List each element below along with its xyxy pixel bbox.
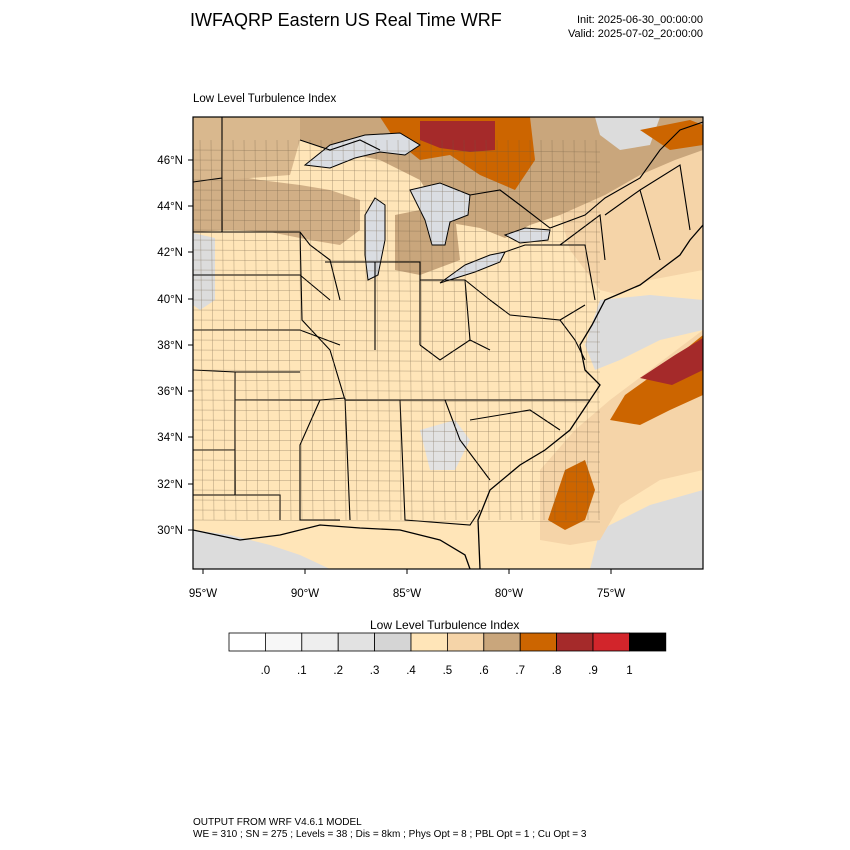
gray-patch-northcanada bbox=[595, 117, 660, 150]
colorbar-tick-label: .0 bbox=[261, 665, 271, 677]
gray-patch-west bbox=[193, 233, 215, 310]
colorbar-tick-label: .5 bbox=[443, 665, 453, 677]
northeast-field bbox=[560, 150, 703, 295]
colorbar-swatch bbox=[592, 632, 630, 652]
orange-band-north bbox=[380, 117, 535, 190]
colorbar-swatch bbox=[374, 632, 412, 652]
colorbar-tick-label: .2 bbox=[333, 665, 343, 677]
gray-patch-gulf bbox=[193, 530, 330, 569]
model-info-line1: OUTPUT FROM WRF V4.6.1 MODEL bbox=[193, 817, 362, 828]
lon-label: 85°W bbox=[393, 588, 421, 600]
county-lines bbox=[193, 139, 601, 523]
lat-label: 32°N bbox=[157, 479, 183, 491]
lat-label: 38°N bbox=[157, 340, 183, 352]
gray-patch-atlantic bbox=[585, 295, 703, 370]
model-info-line2: WE = 310 ; SN = 275 ; Levels = 38 ; Dis … bbox=[193, 829, 587, 840]
main-title: IWFAQRP Eastern US Real Time WRF bbox=[190, 10, 502, 30]
colorbar-tick-label: .7 bbox=[515, 665, 525, 677]
colorbar-swatch bbox=[556, 632, 594, 652]
red-patch-atlantic bbox=[640, 338, 703, 385]
lat-label: 36°N bbox=[157, 386, 183, 398]
init-time: Init: 2025-06-30_00:00:00 bbox=[577, 14, 703, 26]
lat-label: 42°N bbox=[157, 247, 183, 259]
lon-label: 75°W bbox=[597, 588, 625, 600]
map-frame bbox=[192, 116, 704, 570]
lake-huron bbox=[409, 182, 471, 246]
lon-label: 80°W bbox=[495, 588, 523, 600]
lake-superior bbox=[303, 132, 421, 169]
colorbar-swatch bbox=[519, 632, 558, 652]
minnesota-field bbox=[193, 117, 300, 182]
colorbar-tick-label: .3 bbox=[370, 665, 380, 677]
gray-patch-southatlantic bbox=[590, 490, 703, 569]
lake-michigan bbox=[364, 197, 386, 281]
longitude-axis: 95°W 90°W 85°W 80°W 75°W bbox=[189, 569, 625, 600]
colorbar-swatch bbox=[228, 632, 266, 652]
colorbar-tick-label: .4 bbox=[406, 665, 416, 677]
upper-midwest-field bbox=[193, 175, 360, 245]
colorbar-tick-label: .8 bbox=[552, 665, 562, 677]
colorbar-swatch bbox=[264, 632, 303, 652]
colorbar-swatch bbox=[410, 632, 448, 652]
lat-label: 44°N bbox=[157, 201, 183, 213]
colorbar: .0 .1 .2 .3 .4 .5 .6 .7 .8 .9 1 bbox=[228, 632, 667, 677]
map-panel bbox=[193, 117, 703, 569]
red-patch-north bbox=[420, 121, 495, 152]
latitude-axis: 46°N 44°N 42°N 40°N 38°N 36°N 34°N 32°N 30°N bbox=[157, 155, 193, 537]
colorbar-tick-label: 1 bbox=[626, 665, 632, 677]
colorbar-title: Low Level Turbulence Index bbox=[370, 618, 520, 632]
colorbar-swatch bbox=[301, 632, 339, 652]
colorbar-swatch bbox=[446, 632, 485, 652]
colorbar-swatch bbox=[483, 632, 521, 652]
colorbar-tick-label: .1 bbox=[297, 665, 307, 677]
plot-title: Low Level Turbulence Index bbox=[193, 93, 337, 105]
lat-label: 30°N bbox=[157, 525, 183, 537]
colorbar-swatch bbox=[629, 632, 667, 652]
colorbar-swatch bbox=[337, 632, 376, 652]
lon-label: 95°W bbox=[189, 588, 217, 600]
orange-blob-southeast bbox=[548, 460, 595, 530]
lat-label: 34°N bbox=[157, 432, 183, 444]
valid-time: Valid: 2025-07-02_20:00:00 bbox=[568, 28, 703, 40]
colorbar-tick-label: .6 bbox=[479, 665, 489, 677]
coastline bbox=[193, 224, 703, 569]
lat-label: 40°N bbox=[157, 294, 183, 306]
lon-label: 90°W bbox=[291, 588, 319, 600]
lat-label: 46°N bbox=[157, 155, 183, 167]
canada-border bbox=[299, 121, 703, 229]
great-lakes bbox=[303, 132, 551, 284]
colorbar-tick-label: .9 bbox=[588, 665, 598, 677]
